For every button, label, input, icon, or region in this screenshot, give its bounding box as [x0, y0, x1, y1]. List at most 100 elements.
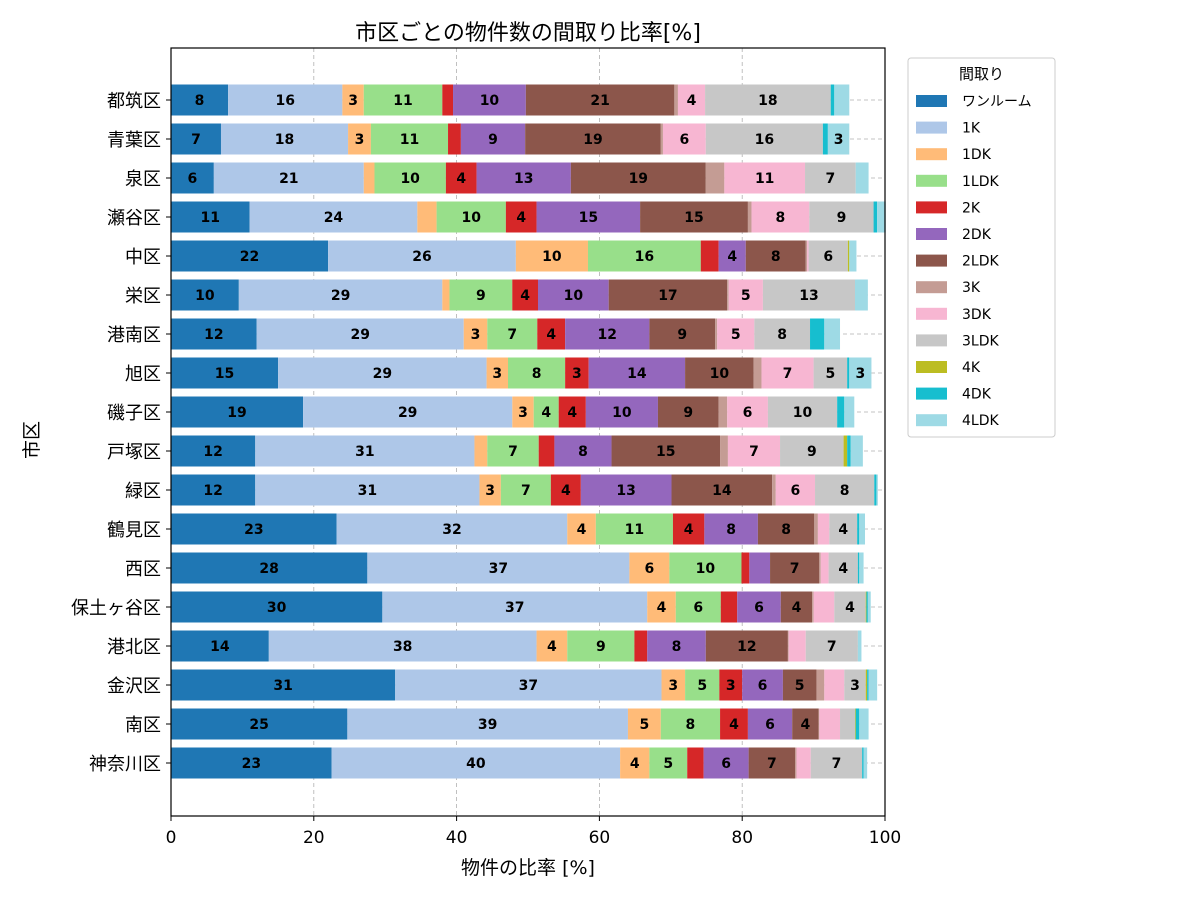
- bar-value-label: 29: [398, 405, 417, 421]
- bar-value-label: 7: [767, 756, 777, 772]
- bar-value-label: 4: [546, 327, 556, 343]
- bar-segment: [171, 474, 256, 506]
- y-axis-label: 市区: [21, 421, 43, 459]
- bar-value-label: 15: [215, 366, 234, 382]
- bar-segment: [820, 552, 829, 584]
- bar-value-label: 29: [331, 288, 350, 304]
- bar-value-label: 3: [850, 678, 860, 694]
- bar-value-label: 7: [749, 444, 759, 460]
- bar-segment: [782, 669, 817, 701]
- bar-segment: [662, 123, 706, 155]
- bar-segment: [445, 162, 477, 194]
- bar-value-label: 10: [542, 249, 562, 265]
- y-tick-label: 青葉区: [107, 130, 161, 151]
- bar-segment: [171, 123, 221, 155]
- bar-value-label: 31: [358, 483, 377, 499]
- bar-value-label: 10: [793, 405, 813, 421]
- bar-value-label: 12: [203, 483, 222, 499]
- bar-value-label: 5: [663, 756, 673, 772]
- bar-segment: [395, 669, 662, 701]
- bar-value-label: 16: [635, 249, 654, 265]
- bar-segment: [849, 240, 857, 272]
- bar-value-label: 21: [590, 93, 609, 109]
- bar-segment: [278, 357, 487, 389]
- bar-value-label: 8: [840, 483, 850, 499]
- bar-segment: [508, 357, 566, 389]
- bar-segment: [537, 279, 609, 311]
- bar-segment: [171, 591, 383, 623]
- bar-segment: [772, 474, 776, 506]
- bar-value-label: 7: [832, 756, 842, 772]
- bar-value-label: 22: [240, 249, 259, 265]
- bar-value-label: 10: [696, 561, 716, 577]
- bar-segment: [249, 201, 418, 233]
- bar-segment: [213, 162, 364, 194]
- bar-value-label: 9: [807, 444, 817, 460]
- bar-segment: [671, 474, 773, 506]
- bar-value-label: 8: [686, 717, 696, 733]
- bar-value-label: 9: [837, 210, 847, 226]
- bar-segment: [718, 396, 728, 428]
- bar-value-label: 12: [598, 327, 617, 343]
- bar-value-label: 19: [629, 171, 648, 187]
- bar-segment: [855, 708, 860, 740]
- y-tick-label: 西区: [125, 559, 161, 580]
- bar-value-label: 3: [572, 366, 582, 382]
- bar-segment: [849, 357, 872, 389]
- bar-value-label: 15: [684, 210, 703, 226]
- bar-value-label: 4: [541, 405, 551, 421]
- bar-segment: [828, 552, 858, 584]
- y-tick-label: 中区: [125, 247, 161, 268]
- bar-value-label: 7: [191, 132, 201, 148]
- bar-value-label: 8: [195, 93, 205, 109]
- bar-segment: [876, 474, 878, 506]
- bar-value-label: 3: [348, 93, 358, 109]
- legend-swatch: [916, 387, 947, 400]
- bar-segment: [863, 747, 868, 779]
- legend-label: 2K: [962, 200, 981, 216]
- bar-value-label: 11: [201, 210, 220, 226]
- bar-value-label: 8: [781, 522, 791, 538]
- bar-segment: [171, 318, 257, 350]
- legend-label: 4K: [962, 360, 981, 376]
- bar-value-label: 3: [492, 366, 502, 382]
- bar-segment: [171, 201, 250, 233]
- bar-value-label: 31: [273, 678, 292, 694]
- bar-value-label: 7: [783, 366, 793, 382]
- bar-value-label: 8: [777, 327, 787, 343]
- bar-value-label: 13: [799, 288, 818, 304]
- bar-segment: [570, 162, 706, 194]
- bar-segment: [805, 240, 808, 272]
- legend-label: 4DK: [962, 387, 992, 403]
- bar-segment: [827, 123, 850, 155]
- bar-segment: [818, 708, 820, 740]
- legend-box: [907, 57, 1056, 438]
- bar-value-label: 12: [204, 327, 223, 343]
- bar-value-label: 11: [400, 132, 419, 148]
- bar-value-label: 4: [561, 483, 571, 499]
- bar-value-label: 6: [765, 717, 775, 733]
- y-tick-label: 都筑区: [107, 91, 161, 112]
- bar-segment: [587, 240, 701, 272]
- bar-segment: [627, 708, 661, 740]
- bar-segment: [171, 669, 396, 701]
- bar-segment: [865, 591, 867, 623]
- legend-label: 3DK: [962, 307, 992, 323]
- bar-segment: [855, 708, 856, 740]
- bar-segment: [611, 435, 721, 467]
- bar-value-label: 37: [505, 600, 524, 616]
- bar-segment: [463, 318, 488, 350]
- bar-segment: [453, 84, 526, 116]
- bar-segment: [474, 435, 488, 467]
- bar-value-label: 7: [508, 444, 518, 460]
- bar-segment: [479, 474, 501, 506]
- bar-segment: [770, 552, 820, 584]
- bar-segment: [816, 669, 825, 701]
- bar-segment: [704, 513, 758, 545]
- bar-segment: [720, 708, 748, 740]
- legend-swatch: [916, 254, 947, 267]
- bar-segment: [787, 630, 789, 662]
- bar-value-label: 19: [583, 132, 602, 148]
- bar-segment: [255, 474, 480, 506]
- bar-segment: [805, 162, 856, 194]
